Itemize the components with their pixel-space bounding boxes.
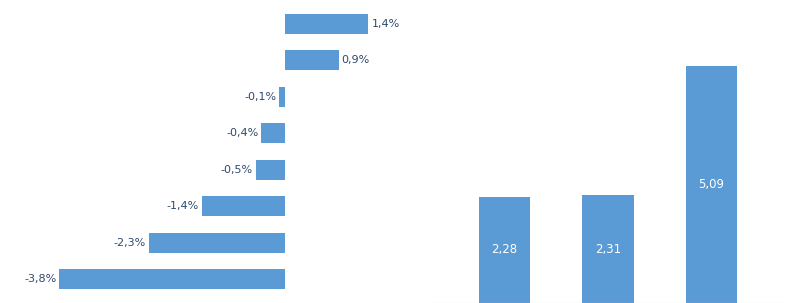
- Bar: [686, 66, 738, 303]
- Bar: [286, 14, 369, 34]
- Text: 5,09: 5,09: [698, 178, 725, 191]
- Text: 2,28: 2,28: [491, 243, 518, 256]
- Bar: [279, 87, 286, 107]
- Text: -2,3%: -2,3%: [114, 238, 146, 248]
- Text: 0,9%: 0,9%: [342, 55, 370, 65]
- Text: -0,5%: -0,5%: [221, 165, 253, 175]
- Bar: [255, 160, 286, 180]
- Bar: [582, 195, 634, 303]
- Text: 1,4%: 1,4%: [371, 19, 400, 29]
- Text: 2,31: 2,31: [595, 243, 621, 256]
- Bar: [149, 233, 286, 253]
- Bar: [262, 123, 286, 143]
- Text: -0,1%: -0,1%: [244, 92, 276, 102]
- Text: -1,4%: -1,4%: [167, 201, 199, 211]
- Bar: [286, 50, 338, 70]
- Bar: [59, 269, 286, 289]
- Bar: [202, 196, 286, 216]
- Bar: [478, 197, 530, 303]
- Text: -0,4%: -0,4%: [226, 128, 258, 138]
- Text: -3,8%: -3,8%: [24, 274, 57, 284]
